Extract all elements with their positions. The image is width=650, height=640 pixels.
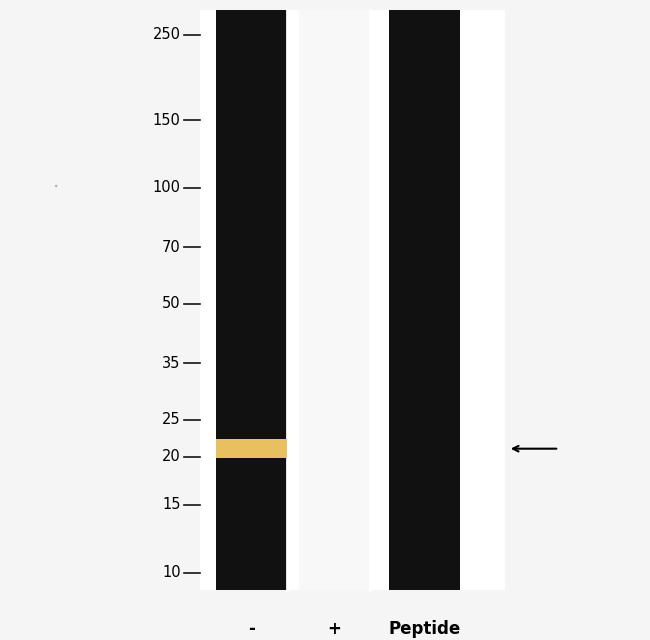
Text: ·: · <box>53 179 58 197</box>
Text: 20: 20 <box>162 449 181 465</box>
Text: 10: 10 <box>162 565 181 580</box>
Text: 35: 35 <box>162 356 181 371</box>
FancyBboxPatch shape <box>200 10 504 590</box>
Text: 150: 150 <box>153 113 181 127</box>
Text: -: - <box>248 620 255 637</box>
Text: +: + <box>328 620 341 637</box>
FancyBboxPatch shape <box>300 10 370 590</box>
Text: 15: 15 <box>162 497 181 513</box>
Text: 50: 50 <box>162 296 181 311</box>
Text: 100: 100 <box>153 180 181 195</box>
Text: 250: 250 <box>153 27 181 42</box>
FancyBboxPatch shape <box>216 10 287 590</box>
Text: 25: 25 <box>162 412 181 427</box>
Text: Peptide: Peptide <box>388 620 461 637</box>
FancyBboxPatch shape <box>389 10 460 590</box>
FancyBboxPatch shape <box>216 439 287 458</box>
Text: 70: 70 <box>162 240 181 255</box>
